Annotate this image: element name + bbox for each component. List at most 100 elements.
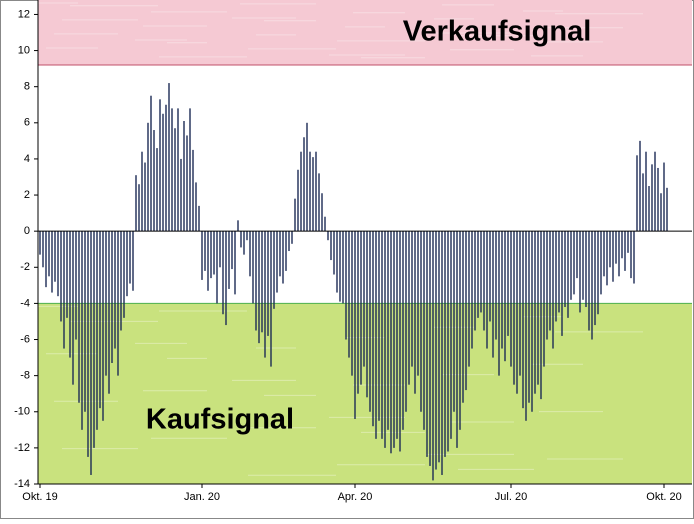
bar [489,231,491,322]
bar [522,231,524,409]
bar [123,231,125,318]
bar [132,231,134,291]
bar [252,231,254,304]
bar [393,231,395,448]
bar [375,231,377,439]
bar [60,231,62,322]
bar [216,231,218,304]
y-tick-label: 10 [18,44,30,56]
bar [231,231,233,270]
bar [477,231,479,318]
bar [417,231,419,376]
bar [102,231,104,421]
bar [249,231,251,277]
bar [126,231,128,297]
bar [519,231,521,376]
bar [426,231,428,457]
bar [510,231,512,367]
bar [300,151,302,232]
bar [324,216,326,232]
bar [99,231,101,409]
bar [246,231,248,241]
bar [627,231,629,253]
bar [294,198,296,232]
bar [483,231,485,331]
bar [282,231,284,284]
bar [177,108,179,232]
bar [531,231,533,412]
bar [336,231,338,293]
bar [183,121,185,232]
bar [195,182,197,232]
bar [594,231,596,326]
bar [147,122,149,232]
y-tick-label: 8 [24,81,30,93]
y-tick-label: -10 [14,406,30,418]
bar [372,231,374,427]
y-tick-label: 4 [24,153,30,165]
bar [291,231,293,244]
bar [108,231,110,394]
bar [429,231,431,466]
bar [420,231,422,412]
x-tick-label: Jan. 20 [184,491,220,503]
bar [363,231,365,367]
bar [45,231,47,288]
signal-band [38,0,692,66]
bar [162,113,164,232]
bar [441,231,443,475]
bar [237,220,239,232]
bar [387,231,389,430]
bar [444,231,446,457]
bar [432,231,434,481]
band-label: Verkaufsignal [403,16,592,48]
bar [345,231,347,340]
bar [315,151,317,232]
x-tick-label: Okt. 19 [22,491,57,503]
bar [540,231,542,400]
bar [633,231,635,284]
bar [276,231,278,293]
bar [501,231,503,349]
bar [657,167,659,232]
bar [459,231,461,430]
bar [297,169,299,232]
bar [507,231,509,336]
x-tick-label: Okt. 20 [646,491,681,503]
bar [660,193,662,232]
bar [84,231,86,412]
bar [330,231,332,261]
bar [201,231,203,280]
bar [138,184,140,232]
bar [114,231,116,349]
bar [498,231,500,376]
x-tick-label: Apr. 20 [338,491,373,503]
bar [603,231,605,277]
bar [81,231,83,430]
bar [51,231,53,293]
bar [384,231,386,448]
bar [636,155,638,232]
bar [606,231,608,286]
bar [537,231,539,385]
bar [396,231,398,439]
bar [171,108,173,232]
bar [303,137,305,232]
bar [360,231,362,385]
bar [438,231,440,463]
bar [129,231,131,284]
bar [390,231,392,454]
bar [258,231,260,344]
bar [651,164,653,232]
bar [528,231,530,403]
bar [39,231,41,255]
bar [546,231,548,340]
bar [309,151,311,232]
bar [66,231,68,318]
bar [228,231,230,289]
y-tick-label: -12 [14,442,30,454]
bar [78,231,80,403]
bar [192,149,194,232]
bar [87,231,89,457]
bar [585,231,587,308]
